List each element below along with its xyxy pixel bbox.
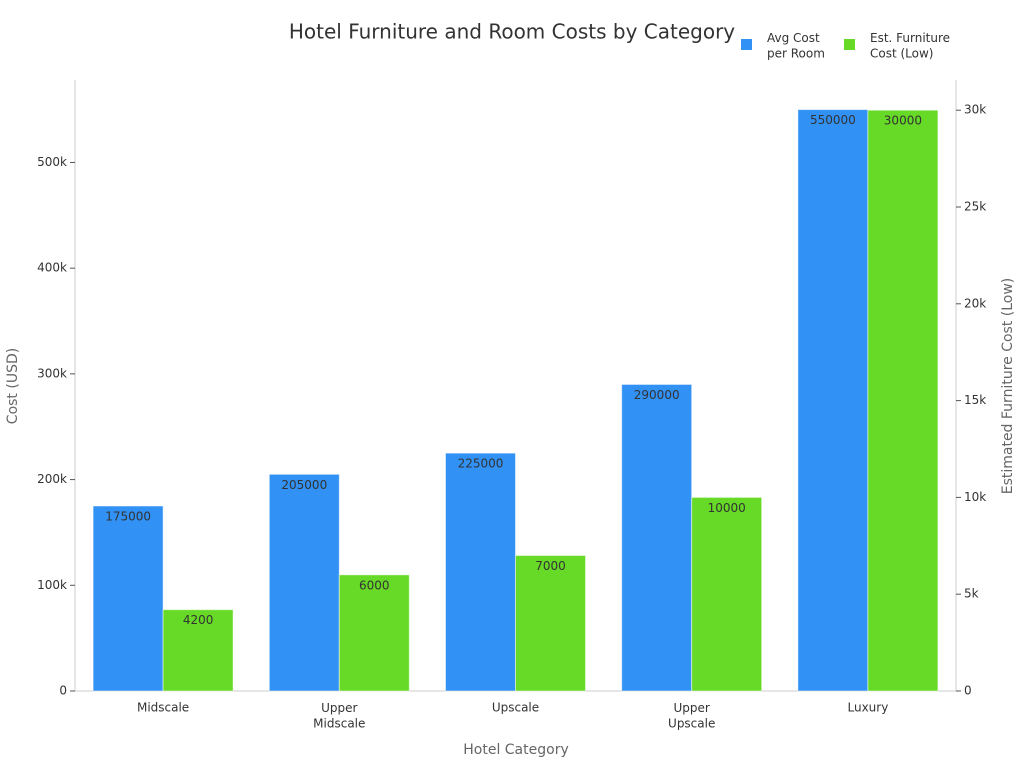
legend-label: Avg Cost per Room — [767, 31, 825, 61]
x-tick-label: Upper Upscale — [668, 701, 715, 731]
bar — [338, 574, 410, 692]
y2-tick-label: 25k — [964, 200, 986, 214]
value-label: 6000 — [359, 578, 390, 592]
y2-tick-label: 5k — [964, 587, 979, 601]
value-label: 30000 — [884, 114, 922, 128]
x-axis-label: Hotel Category — [463, 742, 569, 758]
chart-title: Hotel Furniture and Room Costs by Catego… — [289, 20, 735, 44]
bar — [691, 496, 763, 692]
legend-swatch — [844, 39, 855, 50]
legend-swatch — [741, 39, 752, 50]
value-label: 205000 — [281, 478, 327, 492]
bar — [797, 109, 869, 692]
y-tick-label: 400k — [37, 261, 67, 275]
value-label: 7000 — [535, 559, 566, 573]
x-tick-label: Upper Midscale — [313, 701, 365, 731]
y2-tick-label: 15k — [964, 393, 986, 407]
y-tick-label: 100k — [37, 578, 67, 592]
bar — [268, 473, 340, 692]
y2-tick-label: 30k — [964, 103, 986, 117]
value-label: 4200 — [183, 613, 214, 627]
value-label: 10000 — [708, 501, 746, 515]
value-label: 550000 — [810, 113, 856, 127]
y2-tick-label: 10k — [964, 490, 986, 504]
y-tick-label: 200k — [37, 472, 67, 486]
y-axis-label: Cost (USD) — [5, 348, 21, 424]
y2-tick-label: 20k — [964, 296, 986, 310]
value-label: 175000 — [105, 510, 151, 524]
y-tick-label: 300k — [37, 366, 67, 380]
x-tick-label: Midscale — [137, 701, 189, 715]
y2-axis-label: Estimated Furniture Cost (Low) — [1000, 278, 1016, 495]
bar — [162, 609, 234, 692]
x-tick-label: Luxury — [847, 701, 888, 715]
bar — [92, 505, 164, 692]
legend-label: Est. Furniture Cost (Low) — [870, 31, 950, 61]
y-tick-label: 0 — [59, 684, 67, 698]
x-tick-label: Upscale — [492, 701, 539, 715]
bar — [867, 109, 939, 692]
value-label: 225000 — [458, 457, 504, 471]
bar — [621, 383, 693, 692]
bar — [515, 554, 586, 692]
y-tick-label: 500k — [37, 155, 67, 169]
bar — [445, 452, 516, 692]
y2-tick-label: 0 — [964, 684, 972, 698]
value-label: 290000 — [634, 388, 680, 402]
